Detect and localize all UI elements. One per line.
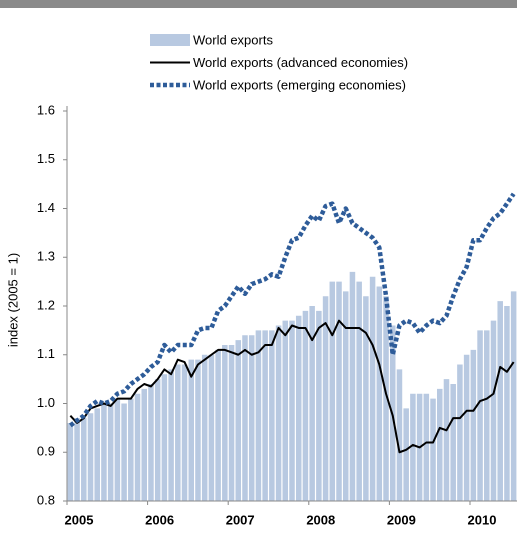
legend-label: World exports — [193, 32, 273, 47]
bar — [349, 271, 356, 501]
bar — [470, 349, 477, 501]
y-tick-label: 0.8 — [37, 492, 55, 507]
bar — [222, 345, 228, 501]
bar — [396, 369, 403, 501]
y-tick-label: 1.6 — [37, 102, 55, 117]
legend-swatch — [150, 34, 190, 46]
bar — [215, 349, 221, 501]
legend-label: World exports (emerging economies) — [193, 77, 406, 92]
y-tick-label: 1.3 — [37, 249, 55, 264]
bar — [504, 306, 510, 501]
bar — [81, 418, 87, 501]
bar — [363, 296, 369, 501]
bar — [342, 291, 349, 501]
bar — [141, 388, 147, 501]
bar — [423, 393, 430, 501]
bar — [410, 393, 416, 501]
bar — [121, 403, 127, 501]
bar — [510, 291, 517, 501]
bar — [208, 354, 215, 501]
y-tick-label: 1.1 — [37, 346, 55, 361]
x-tick-label: 2008 — [306, 512, 335, 527]
y-tick-label: 1.5 — [37, 151, 55, 166]
bar — [369, 276, 376, 501]
bar — [175, 364, 181, 501]
bar — [201, 354, 208, 501]
bar — [114, 398, 121, 501]
bar — [336, 281, 342, 501]
bar — [457, 364, 463, 501]
bar — [430, 398, 436, 501]
bar — [269, 330, 275, 501]
bar — [74, 418, 80, 501]
bar — [403, 408, 409, 501]
bar — [101, 403, 107, 501]
bar — [443, 379, 450, 501]
top-band — [0, 0, 517, 8]
line-series — [69, 192, 516, 428]
y-tick-label: 1.2 — [37, 297, 55, 312]
bar — [463, 354, 470, 501]
x-tick-label: 2009 — [387, 512, 416, 527]
y-tick-label: 1.0 — [37, 395, 55, 410]
bar — [383, 296, 389, 501]
bar — [329, 281, 336, 501]
bar — [134, 393, 141, 501]
bar — [356, 281, 362, 501]
bar — [316, 310, 322, 501]
bar — [235, 340, 242, 501]
bar — [484, 330, 490, 501]
bar — [148, 384, 154, 501]
bar — [242, 335, 248, 501]
bar — [275, 325, 282, 501]
x-tick-label: 2010 — [468, 512, 497, 527]
bar — [128, 398, 134, 501]
x-tick-label: 2006 — [145, 512, 174, 527]
x-tick-label: 2007 — [226, 512, 255, 527]
bar — [295, 315, 302, 501]
y-tick-label: 1.4 — [37, 200, 55, 215]
bar — [188, 359, 195, 501]
bar — [437, 388, 443, 501]
bar — [450, 384, 456, 501]
bar — [195, 359, 201, 501]
bar — [87, 413, 94, 501]
bar — [309, 306, 315, 501]
x-tick-label: 2005 — [65, 512, 94, 527]
bar — [94, 408, 100, 501]
bar — [67, 423, 74, 501]
bar — [497, 301, 503, 501]
bar — [490, 320, 497, 501]
bar — [302, 310, 309, 501]
bar — [282, 320, 289, 501]
bar — [248, 335, 255, 501]
bar — [477, 330, 483, 501]
bar — [289, 320, 295, 501]
legend-label: World exports (advanced economies) — [193, 55, 408, 70]
bar — [168, 369, 174, 501]
bar — [262, 330, 268, 501]
bar — [107, 403, 114, 501]
bar — [376, 286, 383, 501]
bar — [154, 379, 161, 501]
line-series — [69, 319, 515, 454]
bar — [322, 296, 329, 501]
bar — [255, 330, 262, 501]
bar — [161, 374, 168, 501]
y-axis-title: index (2005 = 1) — [5, 253, 20, 347]
bar — [181, 364, 188, 501]
bar — [228, 345, 235, 501]
y-tick-label: 0.9 — [37, 444, 55, 459]
